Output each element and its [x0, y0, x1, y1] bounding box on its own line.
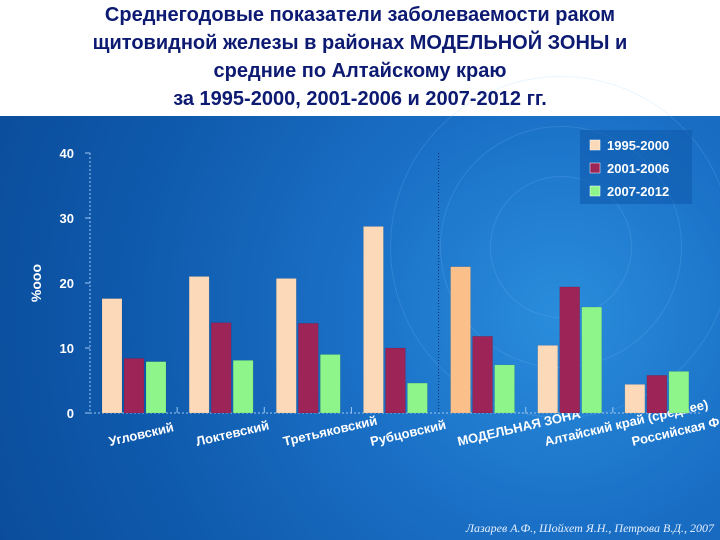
- x-tick-label: Угловский: [107, 419, 175, 448]
- bar-1995-2000: [276, 278, 297, 414]
- legend-label: 2007-2012: [607, 184, 669, 199]
- bar-2001-2006: [298, 323, 319, 414]
- x-tick-label: Локтевский: [194, 418, 270, 449]
- bar-1995-2000: [188, 276, 210, 414]
- title-block: Среднегодовые показатели заболеваемости …: [0, 0, 720, 116]
- bar-2007-2012: [407, 382, 428, 414]
- bar-2001-2006: [210, 322, 232, 414]
- y-tick-label: 10: [60, 341, 74, 356]
- title-line-3: средние по Алтайскому краю: [213, 60, 507, 82]
- bar-2007-2012: [668, 371, 690, 414]
- title-line-1: Среднегодовые показатели заболеваемости …: [104, 4, 616, 26]
- credit-text: Лазарев А.Ф., Шойхет Я.Н., Петрова В.Д.,…: [465, 521, 714, 535]
- bar-1995-2000: [363, 226, 384, 414]
- y-tick-label: 40: [60, 146, 74, 161]
- bar-2007-2012: [320, 354, 341, 414]
- bar-2007-2012: [145, 361, 167, 414]
- bar-2001-2006: [646, 375, 668, 414]
- y-tick-label: 30: [60, 211, 74, 226]
- bar-1995-2000: [101, 298, 123, 414]
- x-tick-label: Рубцовский: [369, 417, 448, 449]
- bar-2001-2006: [559, 286, 580, 414]
- title-line-2: щитовидной железы в районах МОДЕЛЬНОЙ ЗО…: [92, 32, 628, 54]
- bar-2007-2012: [494, 364, 515, 414]
- bar-1995-2000: [450, 266, 471, 414]
- title-line-4: за 1995-2000, 2001-2006 и 2007-2012 гг.: [173, 88, 547, 110]
- legend-swatch: [589, 162, 601, 174]
- bar-2001-2006: [385, 347, 406, 414]
- decor-ring: [390, 76, 720, 418]
- legend-swatch: [589, 185, 601, 197]
- bar-2001-2006: [472, 336, 493, 414]
- x-tick-label: Третьяковский: [282, 413, 379, 449]
- y-tick-label: 20: [60, 276, 74, 291]
- bar-1995-2000: [537, 345, 558, 414]
- legend-swatch: [589, 139, 601, 151]
- bar-2007-2012: [581, 306, 602, 414]
- legend-label: 2001-2006: [607, 161, 669, 176]
- bar-2001-2006: [123, 358, 145, 414]
- bar-2007-2012: [232, 360, 254, 414]
- legend-label: 1995-2000: [607, 138, 669, 153]
- y-tick-label: 0: [67, 406, 74, 421]
- bar-1995-2000: [624, 384, 646, 414]
- y-axis-label: %ооо: [28, 264, 44, 302]
